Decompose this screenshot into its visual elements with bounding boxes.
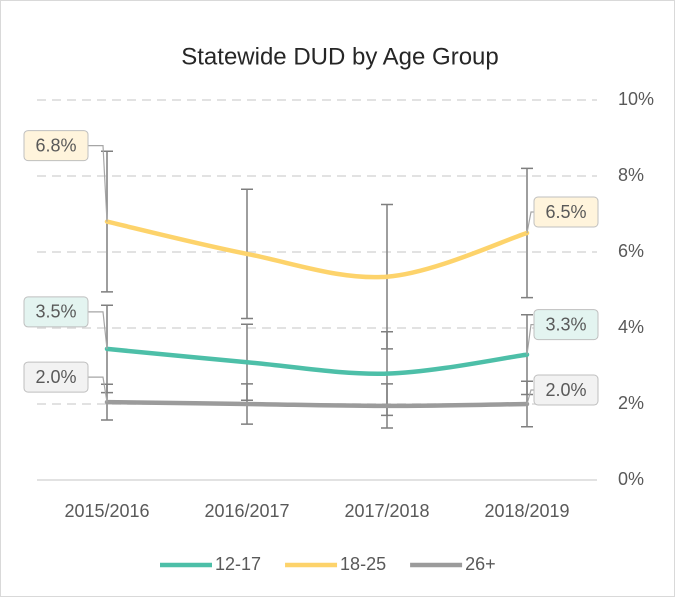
legend-label: 26+ bbox=[465, 554, 496, 574]
x-tick-label: 2016/2017 bbox=[204, 501, 289, 521]
label-leader bbox=[526, 389, 534, 405]
series-line bbox=[104, 219, 530, 280]
legend-label: 12-17 bbox=[215, 554, 261, 574]
data-label: 2.0% bbox=[35, 367, 76, 387]
legend-label: 18-25 bbox=[340, 554, 386, 574]
x-tick-label: 2017/2018 bbox=[344, 501, 429, 521]
label-leader bbox=[526, 211, 534, 234]
series-line bbox=[104, 346, 530, 376]
data-label: 6.5% bbox=[545, 202, 586, 222]
y-tick-label: 8% bbox=[618, 165, 644, 185]
data-label: 2.0% bbox=[545, 380, 586, 400]
label-box bbox=[533, 196, 599, 228]
y-tick-label: 4% bbox=[618, 317, 644, 337]
data-label: 6.8% bbox=[35, 135, 76, 155]
y-tick-label: 10% bbox=[618, 89, 654, 109]
y-tick-label: 0% bbox=[618, 469, 644, 489]
y-tick-label: 2% bbox=[618, 393, 644, 413]
label-box bbox=[23, 130, 89, 162]
series-line bbox=[104, 399, 530, 409]
x-tick-label: 2015/2016 bbox=[64, 501, 149, 521]
y-tick-label: 6% bbox=[618, 241, 644, 261]
data-label: 3.3% bbox=[545, 314, 586, 334]
label-leader bbox=[526, 324, 534, 355]
label-leader bbox=[88, 376, 108, 403]
chart-title: Statewide DUD by Age Group bbox=[181, 43, 499, 70]
label-box bbox=[23, 296, 89, 328]
x-tick-label: 2018/2019 bbox=[484, 501, 569, 521]
label-leader bbox=[88, 311, 108, 349]
label-box bbox=[533, 309, 599, 341]
label-leader bbox=[88, 145, 108, 222]
label-box bbox=[23, 361, 89, 393]
data-label: 3.5% bbox=[35, 302, 76, 322]
label-box bbox=[533, 374, 599, 406]
